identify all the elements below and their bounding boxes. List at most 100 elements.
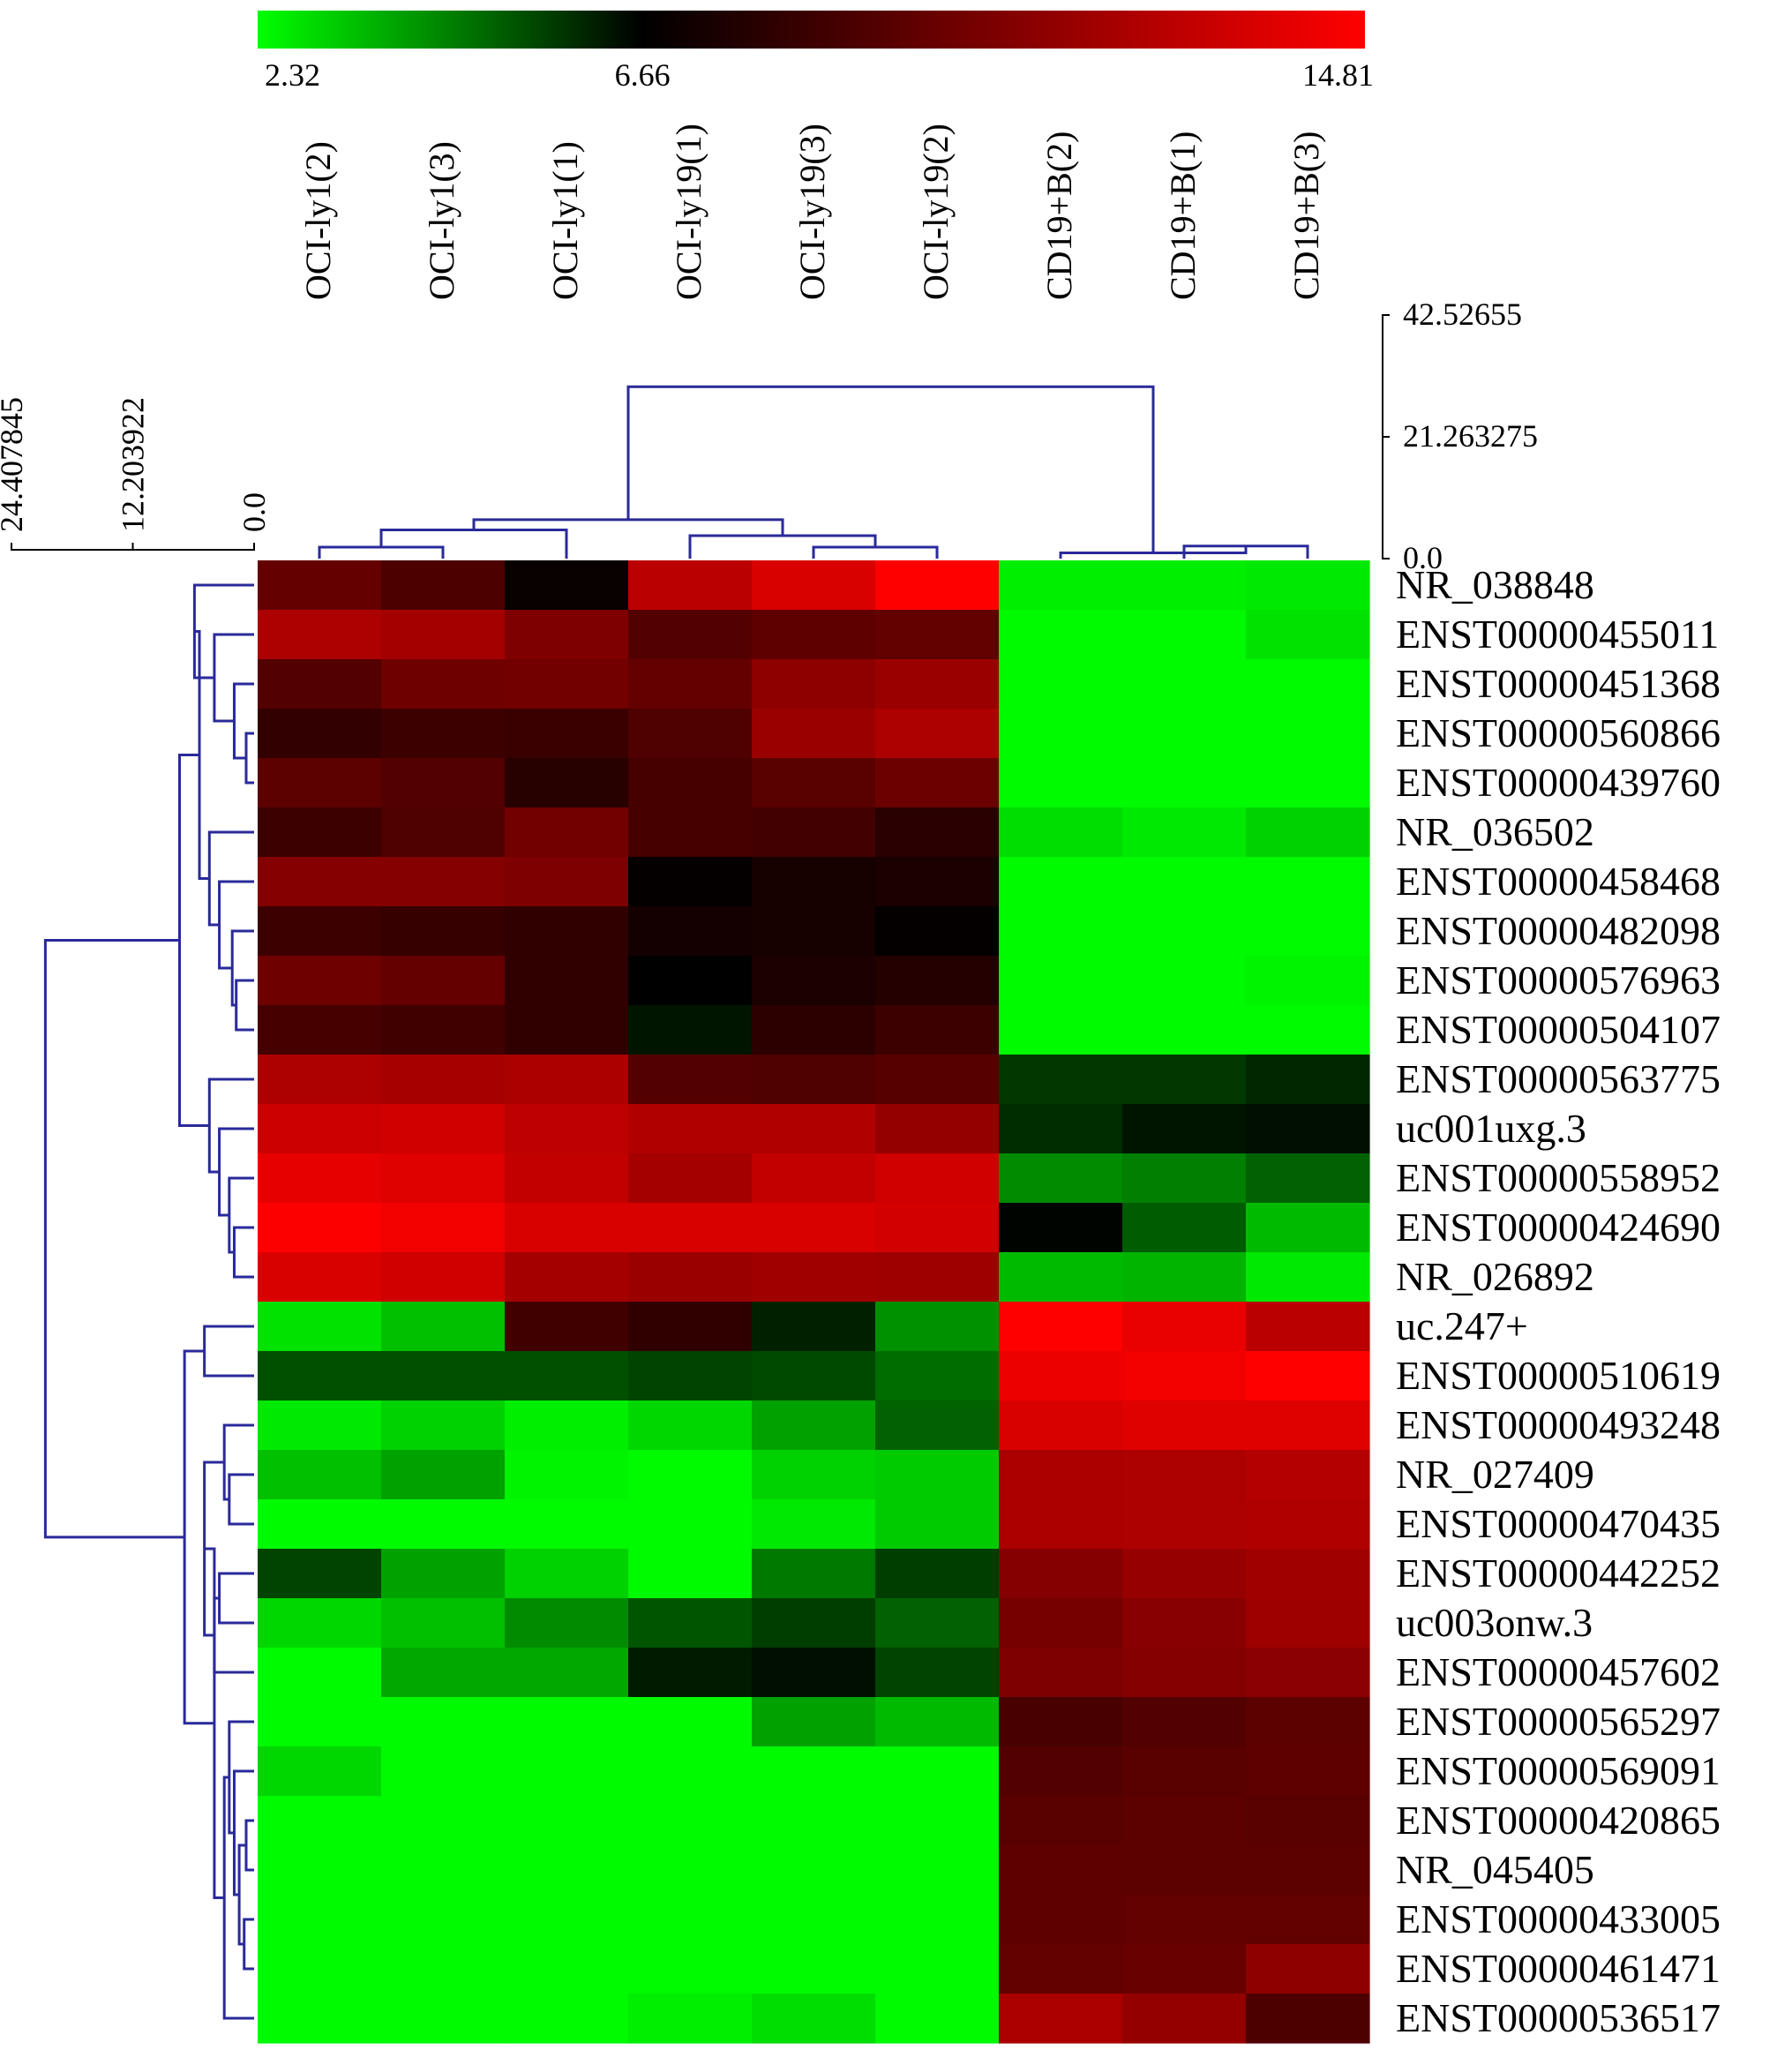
heatmap-cell bbox=[999, 1055, 1123, 1105]
heatmap-cell bbox=[752, 1796, 876, 1846]
heatmap-cell bbox=[1122, 1648, 1247, 1698]
heatmap-cell bbox=[381, 906, 506, 957]
heatmap-cell bbox=[1122, 1302, 1247, 1352]
heatmap-cell bbox=[381, 610, 506, 660]
row-dendrogram-link bbox=[203, 1325, 254, 1378]
heatmap-cell bbox=[505, 1351, 629, 1401]
heatmap-cell bbox=[752, 956, 876, 1006]
heatmap-cell bbox=[628, 1450, 753, 1500]
heatmap-cell bbox=[1122, 906, 1247, 957]
row-label: uc003onw.3 bbox=[1396, 1600, 1593, 1645]
heatmap-cell bbox=[628, 1796, 753, 1846]
row-label: ENST00000510619 bbox=[1396, 1353, 1721, 1398]
heatmap-cell bbox=[505, 1302, 629, 1352]
heatmap-cell bbox=[875, 1944, 1000, 1994]
heatmap-cell bbox=[1246, 1302, 1370, 1352]
heatmap-cell bbox=[258, 1746, 382, 1797]
heatmap-cell bbox=[505, 857, 629, 907]
heatmap-cell bbox=[999, 906, 1123, 957]
heatmap-cell bbox=[258, 1400, 382, 1451]
row-label: ENST00000458468 bbox=[1396, 859, 1721, 904]
heatmap-cell bbox=[381, 1697, 506, 1747]
heatmap-cell bbox=[505, 709, 629, 759]
heatmap-cell bbox=[875, 1203, 1000, 1253]
heatmap-cell bbox=[505, 610, 629, 660]
heatmap-cell bbox=[875, 1845, 1000, 1896]
column-dendrogram-link bbox=[472, 518, 784, 537]
heatmap-cell bbox=[505, 1153, 629, 1204]
row-label: ENST00000470435 bbox=[1396, 1501, 1721, 1546]
row-dendrogram-link bbox=[207, 1078, 254, 1174]
heatmap-cell bbox=[505, 1796, 629, 1846]
heatmap-cell bbox=[505, 1203, 629, 1253]
heatmap-cell bbox=[875, 1994, 1000, 2044]
heatmap-cell bbox=[381, 560, 506, 611]
heatmap-cell bbox=[381, 1895, 506, 1945]
heatmap-cell bbox=[752, 1351, 876, 1401]
heatmap-cell bbox=[1246, 807, 1370, 858]
heatmap-cell bbox=[1246, 1994, 1370, 2044]
heatmap-cell bbox=[875, 758, 1000, 808]
heatmap-cell bbox=[628, 906, 753, 957]
heatmap-cell bbox=[752, 1153, 876, 1204]
row-dendrogram-link bbox=[244, 732, 254, 785]
heatmap-cell bbox=[258, 807, 382, 858]
heatmap-cell bbox=[628, 1055, 753, 1105]
heatmap-cell bbox=[258, 906, 382, 957]
column-dendrogram-link bbox=[812, 545, 939, 559]
heatmap-cell bbox=[381, 956, 506, 1006]
heatmap-cell bbox=[999, 709, 1123, 759]
heatmap-cell bbox=[999, 1351, 1123, 1401]
heatmap-cell bbox=[1122, 1203, 1247, 1253]
heatmap-cell bbox=[999, 857, 1123, 907]
heatmap-cell bbox=[1122, 758, 1247, 808]
heatmap-cell bbox=[875, 1302, 1000, 1352]
column-label: OCI-ly1(3) bbox=[422, 141, 461, 300]
heatmap-cell bbox=[1246, 758, 1370, 808]
heatmap-cell bbox=[258, 1302, 382, 1352]
heatmap-cell bbox=[999, 1994, 1123, 2044]
heatmap-cell bbox=[505, 560, 629, 611]
colorbar-gradient bbox=[258, 11, 1365, 49]
heatmap-cell bbox=[875, 610, 1000, 660]
heatmap-cell bbox=[258, 610, 382, 660]
heatmap-cell bbox=[258, 1697, 382, 1747]
heatmap-cell bbox=[999, 1549, 1123, 1599]
row-dendrogram-link bbox=[232, 1769, 254, 1896]
heatmap-cell bbox=[1122, 807, 1247, 858]
heatmap-cell bbox=[505, 1252, 629, 1303]
heatmap-cell bbox=[875, 906, 1000, 957]
row-label: ENST00000455011 bbox=[1396, 612, 1719, 657]
heatmap-cell bbox=[258, 1895, 382, 1945]
heatmap-cell bbox=[381, 1994, 506, 2044]
row-dendrogram-link bbox=[218, 1127, 254, 1217]
heatmap-cell bbox=[752, 1055, 876, 1105]
row-dendrogram-link bbox=[43, 939, 185, 1539]
heatmap-cell bbox=[505, 956, 629, 1006]
heatmap-cell bbox=[875, 1450, 1000, 1500]
heatmap-cell bbox=[381, 1252, 506, 1303]
heatmap-cell bbox=[1122, 1796, 1247, 1846]
heatmap-cell bbox=[1122, 610, 1247, 660]
heatmap-cell bbox=[628, 610, 753, 660]
heatmap-cell bbox=[999, 1697, 1123, 1747]
row-dendrogram-scale: 24.407845 12.203922 0.0 bbox=[0, 397, 272, 551]
heatmap-cell bbox=[752, 1104, 876, 1154]
heatmap-cell bbox=[628, 857, 753, 907]
heatmap-cell bbox=[752, 1746, 876, 1797]
heatmap-cell bbox=[1122, 1055, 1247, 1105]
row-dendrogram-link bbox=[228, 1720, 254, 1835]
heatmap-cell bbox=[628, 1153, 753, 1204]
heatmap-cell bbox=[752, 1499, 876, 1550]
row-dendrogram-link bbox=[207, 830, 254, 927]
heatmap-cell bbox=[1122, 1005, 1247, 1055]
heatmap-cell bbox=[381, 1400, 506, 1451]
heatmap-cell bbox=[875, 1104, 1000, 1154]
heatmap-cell bbox=[1246, 1549, 1370, 1599]
heatmap-cell bbox=[1122, 1450, 1247, 1500]
heatmap-cell bbox=[1246, 1598, 1370, 1648]
heatmap-cell bbox=[258, 1104, 382, 1154]
column-scale-label: 0.0 bbox=[1403, 540, 1443, 575]
column-label: OCI-ly19(3) bbox=[792, 124, 832, 300]
column-dendrogram-link bbox=[318, 545, 445, 559]
